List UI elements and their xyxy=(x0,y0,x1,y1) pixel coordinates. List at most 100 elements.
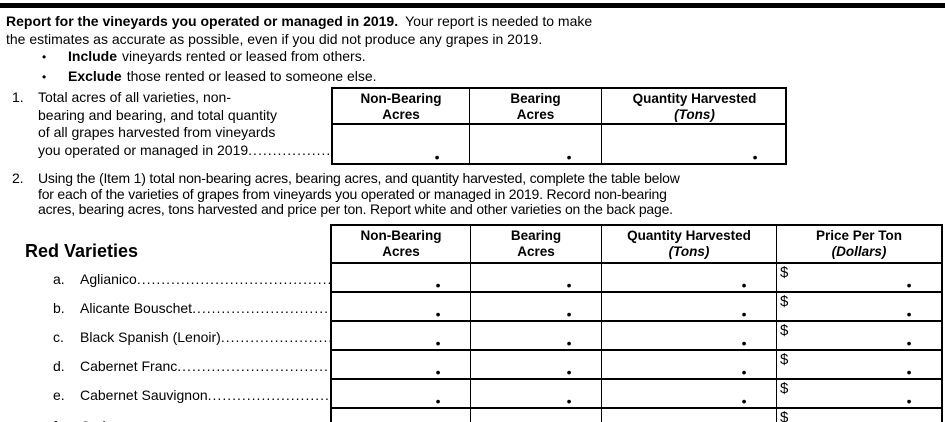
entry-blanks: _ _ xyxy=(747,393,773,409)
col-header-quantity-harvested: Quantity Harvested (Tons) xyxy=(602,226,777,262)
item1-question: 1. Total acres of all varieties, non- be… xyxy=(12,89,332,159)
dollar-sign: $ xyxy=(780,409,789,422)
intro-line-1: Report for the vineyards you operated or… xyxy=(6,12,786,30)
decimal-point-mark: • xyxy=(566,149,572,165)
variety-label-carignane: f. Carignane ...........................… xyxy=(53,410,330,422)
entry-blanks: _ _ xyxy=(441,277,467,293)
variety-label-aglianico: a. Aglianico ...........................… xyxy=(53,263,330,291)
item2-line: acres, bearing acres, tons harvested and… xyxy=(38,201,673,217)
include-label: Include xyxy=(68,48,118,64)
item1-nonbearing-acres-field[interactable]: •_ _ xyxy=(333,125,470,165)
bearing-acres-field[interactable]: •_ _ xyxy=(471,351,602,380)
dollar-sign: $ xyxy=(780,380,789,397)
entry-blanks: _ _ xyxy=(758,149,784,165)
price-per-ton-field[interactable]: $•_ _ xyxy=(777,409,941,422)
item1-quantity-harvested-field[interactable]: •_ _ xyxy=(602,125,787,165)
item1-line: you operated or managed in 2019 ........… xyxy=(38,141,332,158)
price-per-ton-field[interactable]: $ •_ _ xyxy=(777,351,941,380)
entry-blanks: _ _ xyxy=(441,393,467,409)
nonbearing-acres-field[interactable]: •_ _ xyxy=(332,380,471,409)
entry-blanks: _ _ xyxy=(572,364,598,380)
dollar-sign: $ xyxy=(780,293,789,310)
decimal-point-mark: • xyxy=(741,306,747,322)
entry-blanks: _ _ xyxy=(572,277,598,293)
quantity-harvested-field[interactable]: •_ _ xyxy=(602,409,777,422)
dollar-sign: $ xyxy=(780,322,789,339)
bearing-acres-field[interactable]: •_ _ xyxy=(471,264,602,293)
decimal-point-mark: • xyxy=(566,364,572,380)
table-row-carignane: •_ _ •_ _ •_ _ $•_ _ xyxy=(332,409,941,422)
entry-blanks: _ _ xyxy=(572,393,598,409)
include-text: vineyards rented or leased from others. xyxy=(122,48,366,64)
col-header-bearing-acres: Bearing Acres xyxy=(470,89,602,123)
nonbearing-acres-field[interactable]: •_ _ xyxy=(332,351,471,380)
decimal-point-mark: • xyxy=(906,335,912,351)
col-header-price-per-ton: Price Per Ton (Dollars) xyxy=(815,228,903,259)
dot-leader: ........................................… xyxy=(136,271,330,287)
decimal-point-mark: • xyxy=(741,277,747,293)
include-bullet-item: • Include vineyards rented or leased fro… xyxy=(42,47,377,67)
item1-line: bearing and bearing, and total quantity xyxy=(38,106,277,123)
decimal-point-mark: • xyxy=(752,149,758,165)
dot-leader: ........................................… xyxy=(207,387,330,403)
table-row-cabernet-franc: •_ _ •_ _ •_ _ $ •_ _ xyxy=(332,351,941,380)
decimal-point-mark: • xyxy=(741,335,747,351)
bearing-acres-field[interactable]: •_ _ xyxy=(471,380,602,409)
nonbearing-acres-field[interactable]: •_ _ xyxy=(332,409,471,422)
table-row-black-spanish: •_ _ •_ _ •_ _ $ •_ _ xyxy=(332,322,941,351)
red-varieties-heading: Red Varieties xyxy=(25,241,139,261)
decimal-point-mark: • xyxy=(906,393,912,409)
bullet-icon: • xyxy=(42,69,47,84)
quantity-harvested-field[interactable]: •_ _ xyxy=(602,293,777,322)
decimal-point-mark: • xyxy=(906,306,912,322)
item2-number: 2. xyxy=(12,170,24,186)
price-per-ton-field[interactable]: $•_ _ xyxy=(777,293,941,322)
entry-blanks: _ _ xyxy=(912,277,938,293)
price-per-ton-field[interactable]: $•_ _ xyxy=(777,380,941,409)
entry-blanks: _ _ xyxy=(441,335,467,351)
item1-table-header: Non-Bearing Acres Bearing Acres Quantity… xyxy=(333,89,785,125)
item1-table-row: •_ _ •_ _ •_ _ xyxy=(333,125,787,165)
nonbearing-acres-field[interactable]: •_ _ xyxy=(332,293,471,322)
decimal-point-mark: • xyxy=(435,364,441,380)
decimal-point-mark: • xyxy=(566,277,572,293)
red-varieties-table: Non-Bearing Acres Bearing Acres Quantity… xyxy=(330,224,943,422)
dot-leader: ........................................… xyxy=(192,300,330,316)
col-header-nonbearing-acres: Non-Bearing Acres xyxy=(332,226,471,262)
decimal-point-mark: • xyxy=(566,393,572,409)
entry-blanks: _ _ xyxy=(747,335,773,351)
variety-label-black-spanish: c. Black Spanish (Lenoir) ..............… xyxy=(53,329,330,345)
entry-blanks: _ _ xyxy=(747,306,773,322)
table-row-cabernet-sauvignon: •_ _ •_ _ •_ _ $ •_ _ xyxy=(332,380,941,409)
entry-blanks: _ _ xyxy=(440,149,466,165)
item1-line: Total acres of all varieties, non- xyxy=(38,89,231,105)
quantity-harvested-field[interactable]: •_ _ xyxy=(602,322,777,351)
item1-bearing-acres-field[interactable]: •_ _ xyxy=(470,125,602,165)
variety-label-alicante-bouschet: b. Alicante Bouschet ...................… xyxy=(53,300,330,316)
entry-blanks: _ _ xyxy=(747,277,773,293)
price-per-ton-field[interactable]: $•_ _ xyxy=(777,264,941,293)
entry-blanks: _ _ xyxy=(912,364,938,380)
col-header-quantity-harvested: Quantity Harvested (Tons) xyxy=(632,91,757,122)
nonbearing-acres-field[interactable]: •_ _ xyxy=(332,322,471,351)
decimal-point-mark: • xyxy=(741,393,747,409)
entry-blanks: _ _ xyxy=(572,335,598,351)
table-row-alicante-bouschet: •_ _ •_ _ •_ _ $ •_ _ xyxy=(332,293,941,322)
entry-blanks: _ _ xyxy=(747,364,773,380)
bearing-acres-field[interactable]: •_ _ xyxy=(471,322,602,351)
quantity-harvested-field[interactable]: •_ _ xyxy=(602,351,777,380)
quantity-harvested-field[interactable]: •_ _ xyxy=(602,380,777,409)
decimal-point-mark: • xyxy=(566,306,572,322)
intro-bold-lead: Report for the vineyards you operated or… xyxy=(6,13,399,29)
exclude-text: those rented or leased to someone else. xyxy=(126,67,377,84)
quantity-harvested-field[interactable]: •_ _ xyxy=(602,264,777,293)
nonbearing-acres-field[interactable]: •_ _ xyxy=(332,264,471,293)
decimal-point-mark: • xyxy=(906,364,912,380)
bearing-acres-field[interactable]: •_ _ xyxy=(471,409,602,422)
dollar-sign: $ xyxy=(780,351,789,368)
intro-text: Report for the vineyards you operated or… xyxy=(6,12,786,48)
price-per-ton-field[interactable]: $•_ _ xyxy=(777,322,941,351)
bearing-acres-field[interactable]: •_ _ xyxy=(471,293,602,322)
decimal-point-mark: • xyxy=(435,306,441,322)
